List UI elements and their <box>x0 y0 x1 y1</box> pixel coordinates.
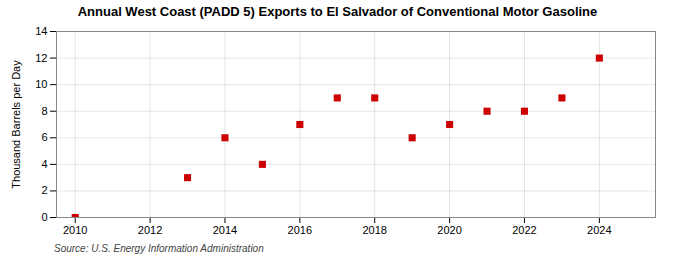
svg-text:8: 8 <box>41 105 47 117</box>
svg-text:4: 4 <box>41 158 47 170</box>
svg-text:2012: 2012 <box>138 224 162 236</box>
svg-text:2014: 2014 <box>213 224 237 236</box>
svg-text:2010: 2010 <box>63 224 87 236</box>
html-text:Annual West Coast (PADD 5) Exp: Annual West Coast (PADD 5) Exports to El… <box>77 4 598 19</box>
svg-text:10: 10 <box>35 78 47 90</box>
svg-text:14: 14 <box>35 25 47 37</box>
svg-text:12: 12 <box>35 52 47 64</box>
svg-text:2016: 2016 <box>288 224 312 236</box>
svg-text:6: 6 <box>41 131 47 143</box>
svg-text:2020: 2020 <box>437 224 461 236</box>
svg-text:2018: 2018 <box>362 224 386 236</box>
svg-text:2: 2 <box>41 184 47 196</box>
svg-text:Thousand Barrels per Day: Thousand Barrels per Day <box>10 60 22 189</box>
svg-text:2024: 2024 <box>587 224 611 236</box>
svg-text:0: 0 <box>41 211 47 223</box>
svg-text:2022: 2022 <box>512 224 536 236</box>
html-text:Source: U.S. Energy Informatio: Source: U.S. Energy Information Administ… <box>54 243 264 254</box>
